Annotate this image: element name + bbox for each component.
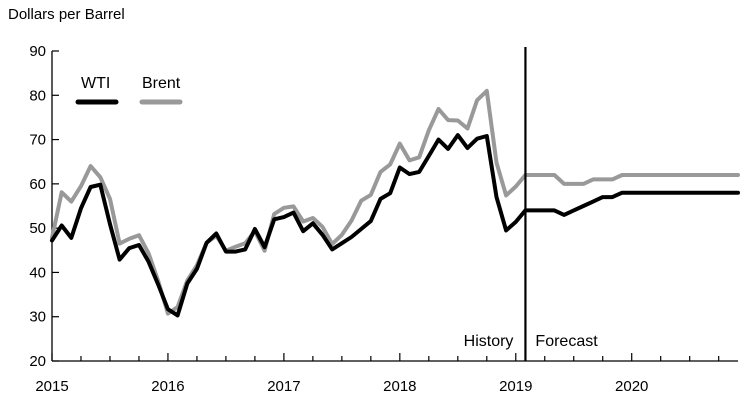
history-label: History xyxy=(464,333,514,350)
y-tick-label: 40 xyxy=(29,264,46,281)
x-tick-label: 2017 xyxy=(267,378,300,395)
axes: 20 30 40 50 60 70 80 90 2015 2016 2017 2018 2019 2020 xyxy=(29,43,738,395)
legend: WTI Brent xyxy=(75,75,183,105)
x-tick-label: 2016 xyxy=(151,378,184,395)
legend-label-brent: Brent xyxy=(142,75,181,92)
y-tick-label: 60 xyxy=(29,176,46,193)
x-tick-label: 2019 xyxy=(499,378,532,395)
series-layer xyxy=(50,88,740,318)
y-tick-label: 90 xyxy=(29,43,46,60)
series-line-wti xyxy=(50,133,740,318)
x-tick-label: 2020 xyxy=(615,378,648,395)
x-tick-label: 2018 xyxy=(383,378,416,395)
legend-label-wti: WTI xyxy=(81,75,110,92)
x-tick-label: 2015 xyxy=(35,378,68,395)
y-tick-label: 50 xyxy=(29,220,46,237)
y-tick-label: 70 xyxy=(29,132,46,149)
y-tick-label: 80 xyxy=(29,87,46,104)
y-axis-label: Dollars per Barrel xyxy=(8,6,125,23)
y-tick-label: 20 xyxy=(29,353,46,370)
history-forecast-divider: History Forecast xyxy=(464,47,598,361)
forecast-label: Forecast xyxy=(535,333,598,350)
y-tick-label: 30 xyxy=(29,309,46,326)
